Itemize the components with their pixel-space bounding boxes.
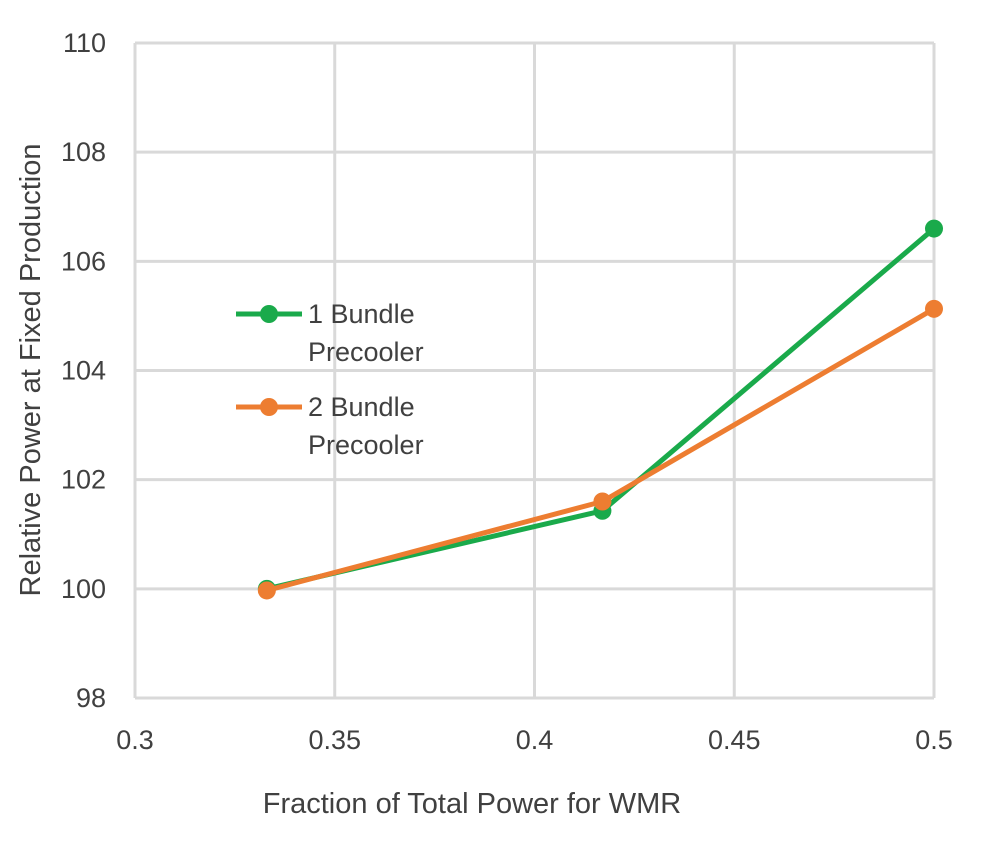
legend-entry-1: 1 Bundle Precooler xyxy=(236,299,424,367)
data-point xyxy=(257,581,276,600)
x-tick-label: 0.5 xyxy=(915,725,953,755)
legend-label: 1 Bundle xyxy=(308,299,415,329)
x-axis-tick-labels: 0.3 0.35 0.4 0.45 0.5 xyxy=(116,725,953,755)
y-tick-label: 104 xyxy=(61,356,106,386)
x-tick-label: 0.35 xyxy=(308,725,361,755)
legend: 1 Bundle Precooler 2 Bundle Precooler xyxy=(236,299,424,460)
data-point xyxy=(925,299,943,318)
y-axis-title: Relative Power at Fixed Production xyxy=(15,144,47,597)
series-2 xyxy=(257,299,943,600)
series-group xyxy=(257,219,943,600)
legend-marker xyxy=(260,305,278,323)
legend-entry-2: 2 Bundle Precooler xyxy=(236,392,424,460)
y-tick-label: 106 xyxy=(61,246,106,276)
x-tick-label: 0.45 xyxy=(708,725,761,755)
x-tick-label: 0.4 xyxy=(516,725,554,755)
legend-label: Precooler xyxy=(308,430,424,460)
legend-label: 2 Bundle xyxy=(308,392,415,422)
x-axis-title: Fraction of Total Power for WMR xyxy=(263,788,681,820)
y-tick-label: 98 xyxy=(76,683,106,713)
data-point xyxy=(925,219,943,238)
y-tick-label: 110 xyxy=(63,28,106,58)
data-point xyxy=(593,492,612,511)
y-axis-tick-labels: 98 100 102 104 106 108 110 xyxy=(61,28,106,713)
x-tick-label: 0.3 xyxy=(116,725,154,755)
legend-label: Precooler xyxy=(308,337,424,367)
grid-lines xyxy=(133,41,936,700)
y-tick-label: 102 xyxy=(61,465,106,495)
y-tick-label: 100 xyxy=(61,574,106,604)
legend-marker xyxy=(260,398,278,416)
y-tick-label: 108 xyxy=(61,137,106,167)
